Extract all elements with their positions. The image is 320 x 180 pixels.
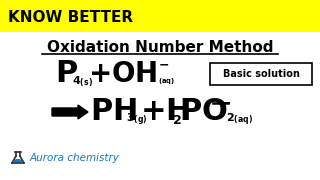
Text: Oxidation Number Method: Oxidation Number Method [47,39,273,55]
Text: KNOW BETTER: KNOW BETTER [8,10,133,24]
Text: $\mathbf{PO}$: $\mathbf{PO}$ [179,98,228,127]
Text: $\mathbf{2_{(aq)}}$: $\mathbf{2_{(aq)}}$ [226,112,253,128]
Text: $\mathbf{-}$: $\mathbf{-}$ [220,96,231,109]
Text: $\mathbf{-}$: $\mathbf{-}$ [158,57,169,71]
Text: $\mathbf{+H}$: $\mathbf{+H}$ [140,98,190,127]
Ellipse shape [13,159,22,163]
Bar [0,0,320,32]
Text: Basic solution: Basic solution [223,69,300,79]
Text: $\mathbf{3_{(g)}}$: $\mathbf{3_{(g)}}$ [126,112,148,128]
Text: $\mathbf{+OH}$: $\mathbf{+OH}$ [88,60,157,88]
FancyArrow shape [52,105,88,119]
Bar [210,63,312,85]
Text: $\mathbf{_{(aq)}}$: $\mathbf{_{(aq)}}$ [158,77,175,87]
Text: $\mathbf{PH}$: $\mathbf{PH}$ [90,98,137,127]
Text: $\mathbf{2}$: $\mathbf{2}$ [172,114,182,127]
Text: $\mathbf{P}$: $\mathbf{P}$ [55,60,78,89]
Text: Aurora chemistry: Aurora chemistry [30,153,120,163]
Text: $\mathbf{4_{(s)}}$: $\mathbf{4_{(s)}}$ [72,75,93,89]
